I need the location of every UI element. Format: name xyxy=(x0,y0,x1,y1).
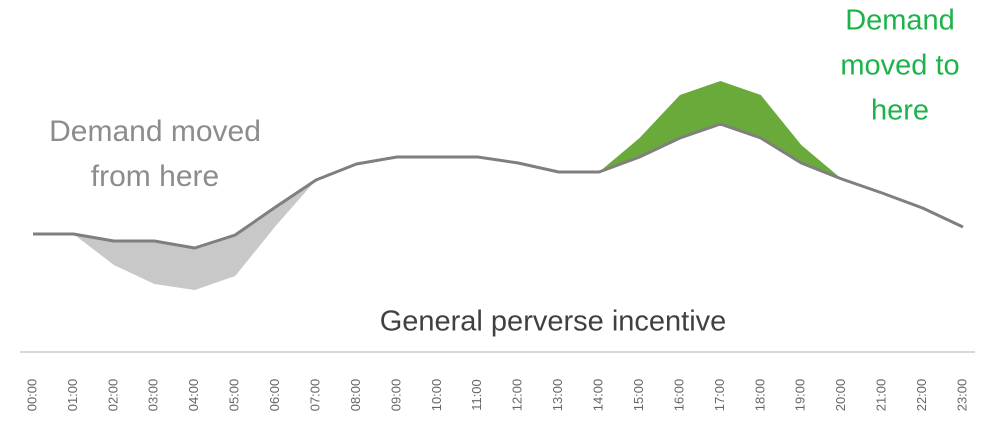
annotation: moved to xyxy=(840,50,959,82)
x-tick-label: 20:00 xyxy=(833,379,848,412)
x-tick-label: 06:00 xyxy=(267,379,282,412)
x-tick-label: 16:00 xyxy=(671,379,686,412)
annotation: from here xyxy=(91,160,219,193)
x-tick-label: 11:00 xyxy=(469,379,484,411)
x-tick-label: 19:00 xyxy=(793,379,808,412)
x-tick-label: 18:00 xyxy=(752,379,767,412)
x-tick-label: 10:00 xyxy=(429,379,444,412)
annotation: Demand moved xyxy=(49,115,261,148)
x-tick-label: 02:00 xyxy=(105,379,120,412)
x-tick-label: 05:00 xyxy=(227,379,242,412)
x-tick-label: 01:00 xyxy=(65,379,80,412)
x-tick-label: 07:00 xyxy=(307,379,322,412)
x-tick-label: 14:00 xyxy=(591,379,606,412)
x-tick-label: 12:00 xyxy=(510,379,525,412)
demand-line xyxy=(33,122,964,250)
x-tick-label: 23:00 xyxy=(954,379,969,412)
x-tick-label: 13:00 xyxy=(550,379,565,412)
x-tick-label: 17:00 xyxy=(712,379,727,412)
shift-area xyxy=(33,180,317,290)
annotation: here xyxy=(871,95,929,127)
x-tick-label: 21:00 xyxy=(874,379,889,412)
x-tick-label: 15:00 xyxy=(631,379,646,412)
x-tick-label: 04:00 xyxy=(186,379,201,412)
x-tick-label: 00:00 xyxy=(24,379,39,412)
annotation: General perverse incentive xyxy=(380,306,727,338)
x-tick-label: 03:00 xyxy=(146,379,161,412)
x-tick-label: 08:00 xyxy=(348,379,363,412)
x-tick-label: 22:00 xyxy=(914,379,929,412)
annotation: Demand xyxy=(845,5,955,37)
x-tick-label: 09:00 xyxy=(388,379,403,412)
